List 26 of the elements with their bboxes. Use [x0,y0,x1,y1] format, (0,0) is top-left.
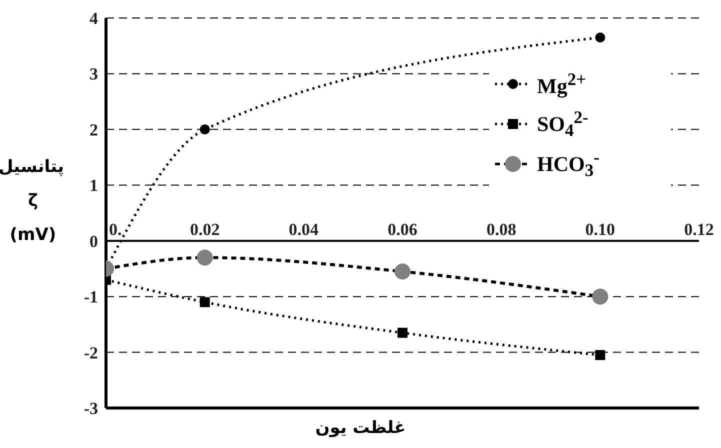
x-tick-label: 0.02 [190,220,220,240]
x-tick-label: 0.08 [486,220,516,240]
point [595,32,606,42]
point [398,328,408,338]
point [196,250,213,266]
y-tick-label: -3 [84,399,98,418]
point [200,124,210,134]
x-axis-title: غلظت یون [314,418,407,438]
y-tick-label: -1 [84,288,98,307]
y-tick-label: 3 [90,64,98,84]
legend-label: Mg$^{2+}$ [537,69,586,99]
point [595,350,606,360]
y-tick-label: 4 [90,9,98,28]
x-tick-label: 0. [109,220,122,240]
x-tick-label: 0.10 [585,220,616,240]
point [592,288,608,305]
y-tick-label: 1 [90,176,98,196]
x-tick-label: 0.12 [684,220,714,240]
x-tick-label: 0.04 [288,220,320,240]
x-tick-label: 0.06 [388,220,418,240]
y-axis-title: پتانسیل ζ (mV) [0,156,64,247]
y-tick-label: 2 [90,120,98,140]
point [200,297,210,308]
y-tick-label: 0 [90,232,98,251]
point [394,264,410,280]
y-tick-label: -2 [84,343,98,362]
